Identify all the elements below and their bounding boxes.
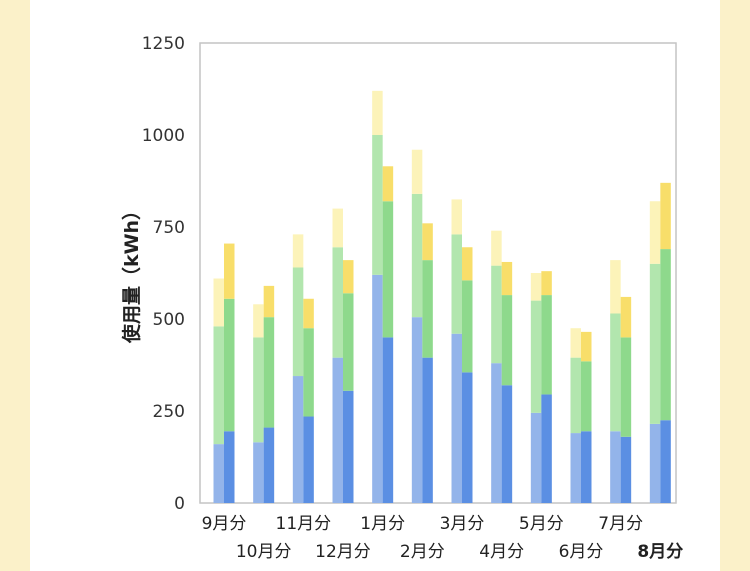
bar-segment	[610, 313, 621, 432]
x-tick-label: 1月分	[360, 514, 405, 534]
bar-segment	[541, 271, 552, 296]
bar-segment	[253, 442, 264, 503]
bar-segment	[224, 243, 235, 299]
bar-segment	[581, 431, 592, 503]
chart-panel: 使用量（kWh） 0 250 500 750 1000 1250 9月分 10月分 11月分 12…	[30, 0, 720, 571]
bar-segment	[462, 280, 473, 373]
bar-segment	[411, 317, 423, 503]
bar-segment	[224, 298, 235, 432]
bar-segment	[292, 376, 304, 503]
bar-segment	[292, 267, 304, 377]
bar-segment	[462, 247, 473, 281]
bar-segment	[263, 285, 275, 318]
x-tick-label: 12月分	[315, 542, 371, 562]
bar-segment	[570, 433, 581, 503]
bar-segment	[332, 208, 343, 248]
bar-segment	[451, 234, 462, 334]
bar-segment	[382, 337, 394, 503]
bar-segment	[343, 293, 354, 391]
x-tick-label: 8月分	[637, 542, 683, 562]
bar-segment	[570, 357, 581, 434]
x-tick-label: 5月分	[519, 514, 564, 534]
y-tick-label: 1000	[142, 126, 185, 146]
bar-segment	[530, 412, 542, 503]
bar-segment	[213, 326, 224, 445]
bar-segment	[620, 296, 632, 338]
bar-segment	[263, 317, 275, 428]
x-tick-label: 4月分	[479, 542, 524, 562]
bar-segment	[530, 300, 542, 413]
bar-segment	[660, 420, 671, 503]
bar-segment	[610, 260, 621, 314]
bar-segment	[292, 234, 304, 268]
bar-segment	[411, 193, 423, 318]
bar-segment	[649, 263, 661, 424]
bar-segment	[501, 295, 513, 386]
bar-segment	[253, 337, 264, 443]
bar-segment	[451, 333, 462, 503]
bar-segment	[530, 273, 542, 301]
y-tick-label: 250	[153, 402, 185, 422]
bar-segment	[462, 372, 473, 503]
bar-segment	[372, 135, 383, 275]
bar-segment	[649, 423, 661, 503]
bar-segment	[610, 431, 621, 503]
bar-segment	[581, 331, 592, 362]
bar-segment	[501, 261, 513, 296]
plot-frame	[199, 42, 677, 504]
bar-segment	[213, 278, 224, 327]
bar-segment	[343, 260, 354, 294]
bar-segment	[501, 385, 513, 503]
bar-segment	[332, 357, 343, 503]
bar-segment	[382, 166, 394, 202]
bar-segment	[422, 357, 433, 503]
x-tick-label: 3月分	[440, 514, 485, 534]
bar-segment	[620, 337, 632, 437]
bar-segment	[372, 274, 383, 503]
x-tick-label: 9月分	[202, 514, 247, 534]
bar-segment	[451, 199, 462, 235]
bar-segment	[303, 328, 314, 417]
bar-segment	[372, 90, 383, 135]
bar-segment	[660, 182, 671, 250]
bar-segment	[422, 223, 433, 261]
bar-segment	[213, 444, 224, 503]
y-tick-label: 0	[174, 494, 185, 514]
bar-segment	[581, 361, 592, 432]
bar-segment	[660, 249, 671, 421]
y-axis-label: 使用量（kWh）	[120, 201, 143, 344]
x-tick-label: 6月分	[559, 542, 604, 562]
bar-segment	[303, 416, 314, 503]
stacked-bar-chart: 使用量（kWh） 0 250 500 750 1000 1250 9月分 10月分 11月分 12…	[120, 34, 683, 562]
bar-segment	[422, 260, 433, 358]
bar-segment	[491, 265, 502, 364]
x-tick-label: 11月分	[276, 514, 332, 534]
bar-segment	[541, 394, 552, 503]
bar-segment	[253, 304, 264, 338]
x-tick-label: 10月分	[236, 542, 292, 562]
bar-segment	[382, 201, 394, 338]
bar-segment	[263, 427, 275, 503]
bar-segment	[541, 295, 552, 395]
bar-segment	[224, 431, 235, 503]
bar-segment	[649, 201, 661, 264]
bar-segment	[570, 328, 581, 358]
bar-segment	[332, 247, 343, 358]
bar-segment	[411, 149, 423, 194]
y-tick-label: 1250	[142, 34, 185, 54]
x-tick-label: 2月分	[400, 542, 445, 562]
bar-segment	[303, 298, 314, 329]
bar-segment	[491, 230, 502, 266]
bar-segment	[343, 390, 354, 503]
y-tick-label: 500	[153, 310, 185, 330]
bar-segment	[620, 436, 632, 503]
x-tick-label: 7月分	[598, 514, 643, 534]
bar-segment	[491, 363, 502, 503]
y-tick-label: 750	[153, 218, 185, 238]
